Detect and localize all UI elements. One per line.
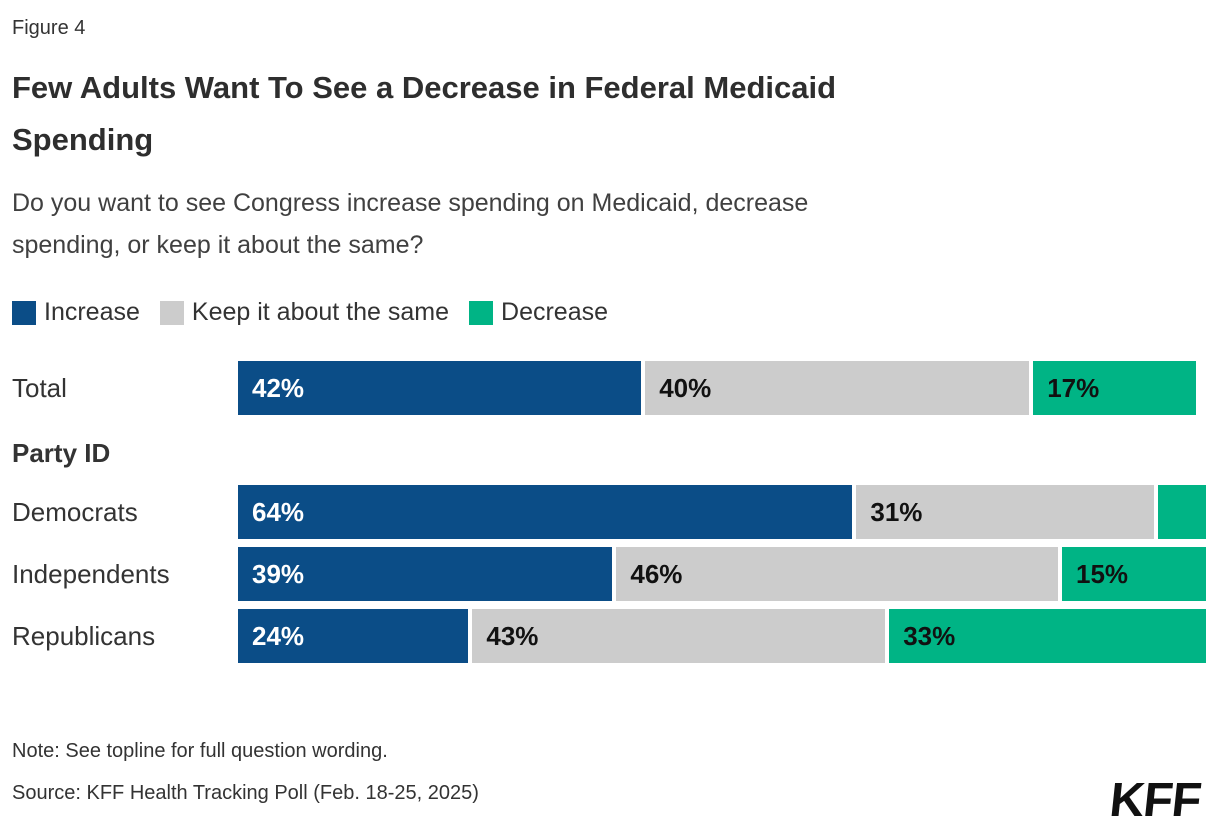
bar-value-label: 64% xyxy=(252,496,305,527)
legend-swatch xyxy=(159,300,184,325)
bar-value-label: 39% xyxy=(252,558,305,589)
chart-subtitle-line1: Do you want to see Congress increase spe… xyxy=(12,189,809,217)
bar-segment: 33% xyxy=(889,609,1206,663)
chart-title-line1: Few Adults Want To See a Decrease in Fed… xyxy=(12,70,837,105)
bar-segment: 24% xyxy=(238,609,469,663)
kff-logo: KFF xyxy=(1106,774,1203,827)
bar-value-label: 33% xyxy=(903,620,956,651)
bar-value-label: 17% xyxy=(1047,372,1100,403)
bar-value-label: 43% xyxy=(486,620,539,651)
bar-value-label: 40% xyxy=(659,372,712,403)
bar-row: Republicans 24% 43% 33% xyxy=(12,609,1206,663)
legend-item: Increase xyxy=(12,298,140,327)
source-text: Source: KFF Health Tracking Poll (Feb. 1… xyxy=(12,782,479,804)
legend-swatch xyxy=(12,300,36,325)
chart-title: Few Adults Want To See a Decrease in Fed… xyxy=(12,62,1112,166)
bar-area: 39% 46% 15% xyxy=(238,547,1206,601)
row-label: Independents xyxy=(12,558,170,589)
bar-area: 64% 31% xyxy=(238,485,1206,539)
legend-item: Keep it about the same xyxy=(159,298,450,327)
legend-label: Decrease xyxy=(501,298,609,326)
legend-swatch xyxy=(469,300,494,325)
bar-value-label: 15% xyxy=(1075,558,1129,589)
row-label: Republicans xyxy=(12,620,156,651)
legend: Increase Keep it about the same Decrease xyxy=(12,298,1206,327)
bar-segment: 15% xyxy=(1061,547,1206,601)
row-label: Total xyxy=(12,372,67,403)
bar-value-label: 24% xyxy=(252,620,305,651)
section-header: Party ID xyxy=(12,437,111,468)
bar-value-label: 46% xyxy=(630,558,683,589)
bar-segment: 46% xyxy=(616,547,1058,601)
bar-value-label: 31% xyxy=(870,496,923,527)
bar-segment: 40% xyxy=(645,361,1030,415)
chart-subtitle-line2: spending, or keep it about the same? xyxy=(12,231,424,259)
chart-title-line2: Spending xyxy=(12,122,154,157)
bar-segment: 39% xyxy=(238,547,613,601)
figure-number: Figure 4 xyxy=(12,17,86,39)
bar-value-label: 42% xyxy=(252,372,305,403)
note-text: Note: See topline for full question word… xyxy=(12,740,388,762)
bar-segment xyxy=(1157,485,1206,539)
legend-label: Increase xyxy=(44,298,140,326)
bar-row: Independents 39% 46% 15% xyxy=(12,547,1206,601)
chart-subtitle: Do you want to see Congress increase spe… xyxy=(12,182,1092,266)
bar-segment: 64% xyxy=(238,485,853,539)
bar-segment: 43% xyxy=(472,609,886,663)
bar-row: Democrats 64% 31% xyxy=(12,485,1206,539)
legend-item: Decrease xyxy=(469,298,608,327)
legend-label: Keep it about the same xyxy=(191,298,450,326)
bar-segment: 17% xyxy=(1033,361,1197,415)
bar-area: 24% 43% 33% xyxy=(238,609,1206,663)
bar-segment: 42% xyxy=(238,361,642,415)
bar-area: 42% 40% 17% xyxy=(238,361,1206,415)
row-label: Democrats xyxy=(12,496,138,527)
bar-segment: 31% xyxy=(856,485,1154,539)
bar-row: Total 42% 40% 17% xyxy=(12,361,1206,415)
stacked-bar-chart: Total 42% 40% 17% Party ID Democrats 64% 31% Ind… xyxy=(12,361,1206,663)
